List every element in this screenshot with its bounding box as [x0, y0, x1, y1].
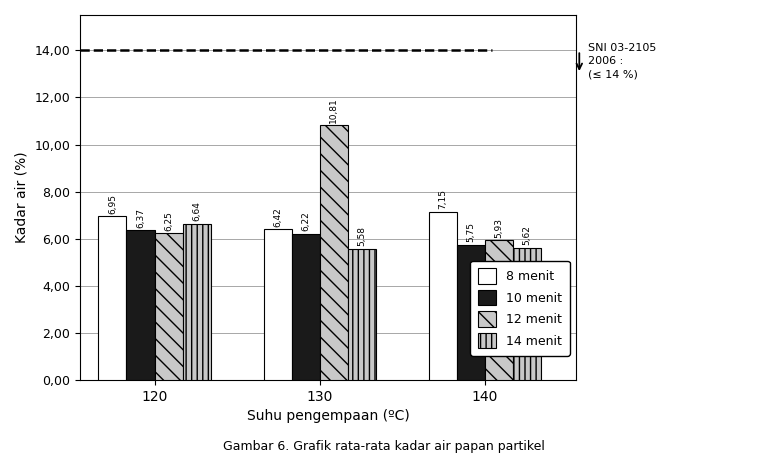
Bar [319, 125, 348, 380]
Bar [513, 248, 541, 380]
Bar [485, 240, 513, 380]
Text: 6,37: 6,37 [136, 208, 145, 228]
Bar [429, 212, 457, 380]
Text: 6,42: 6,42 [273, 207, 282, 227]
Text: 5,75: 5,75 [466, 222, 475, 242]
Text: 6,25: 6,25 [164, 211, 173, 230]
Bar [457, 245, 485, 380]
Text: 5,62: 5,62 [523, 225, 531, 245]
Bar [98, 217, 127, 380]
Text: 6,95: 6,95 [108, 194, 117, 214]
X-axis label: Suhu pengempaan (ºC): Suhu pengempaan (ºC) [247, 409, 409, 423]
Bar [154, 233, 183, 380]
Legend: 8 menit, 10 menit, 12 menit, 14 menit: 8 menit, 10 menit, 12 menit, 14 menit [470, 261, 570, 355]
Text: SNI 03-2105
2006 :
(≤ 14 %): SNI 03-2105 2006 : (≤ 14 %) [588, 43, 656, 80]
Bar [127, 230, 154, 380]
Bar [348, 249, 376, 380]
Text: 5,93: 5,93 [495, 218, 504, 238]
Text: Gambar 6. Grafik rata-rata kadar air papan partikel: Gambar 6. Grafik rata-rata kadar air pap… [223, 441, 545, 453]
Text: 6,22: 6,22 [301, 212, 310, 231]
Bar [183, 224, 210, 380]
Text: 10,81: 10,81 [329, 98, 339, 123]
Bar [263, 229, 292, 380]
Text: 5,58: 5,58 [357, 226, 366, 246]
Text: 6,64: 6,64 [192, 202, 201, 221]
Y-axis label: Kadar air (%): Kadar air (%) [15, 152, 29, 243]
Bar [292, 234, 319, 380]
Text: 7,15: 7,15 [439, 189, 448, 209]
